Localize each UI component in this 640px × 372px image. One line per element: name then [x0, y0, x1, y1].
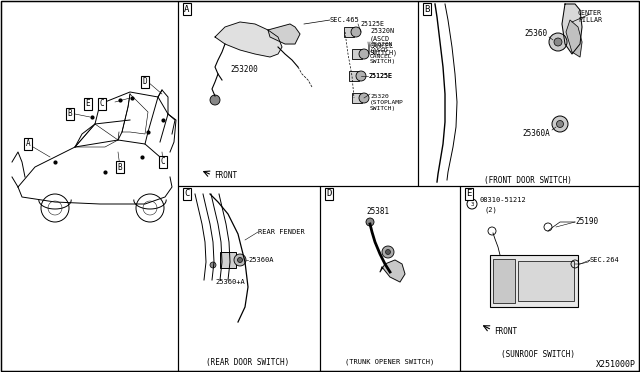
- Bar: [518, 261, 574, 301]
- Text: (SUNROOF SWITCH): (SUNROOF SWITCH): [501, 350, 575, 359]
- Bar: [352, 93, 362, 103]
- Text: CENTER
PILLAR: CENTER PILLAR: [578, 10, 602, 23]
- Circle shape: [554, 38, 562, 46]
- Text: 25320N
(ASCD
CANCEL
SWITCH): 25320N (ASCD CANCEL SWITCH): [370, 42, 396, 64]
- Text: 25360+A: 25360+A: [215, 279, 245, 285]
- Text: (REAR DOOR SWITCH): (REAR DOOR SWITCH): [206, 357, 290, 366]
- Text: C: C: [184, 189, 189, 199]
- Bar: [178, 186, 320, 371]
- Text: A: A: [184, 4, 189, 13]
- Bar: [352, 49, 362, 59]
- Bar: [1, 1, 178, 371]
- Text: E: E: [467, 189, 472, 199]
- Bar: [493, 259, 515, 303]
- Text: SEC.465: SEC.465: [330, 17, 360, 23]
- Circle shape: [549, 33, 567, 51]
- Text: REAR FENDER: REAR FENDER: [258, 229, 305, 235]
- Text: FRONT: FRONT: [214, 170, 237, 180]
- Bar: [460, 186, 639, 371]
- Text: 3: 3: [470, 202, 474, 206]
- Text: C: C: [161, 157, 165, 167]
- Circle shape: [234, 254, 246, 266]
- Circle shape: [557, 121, 563, 128]
- Text: 25320N
(ASCD
CANCEL
SWITCH): 25320N (ASCD CANCEL SWITCH): [370, 28, 398, 56]
- Text: SEC.264: SEC.264: [590, 257, 620, 263]
- Text: D: D: [326, 189, 332, 199]
- Text: (TRUNK OPENER SWITCH): (TRUNK OPENER SWITCH): [346, 359, 435, 365]
- Circle shape: [210, 95, 220, 105]
- Text: FRONT: FRONT: [494, 327, 517, 337]
- Text: B: B: [424, 4, 429, 13]
- Polygon shape: [566, 20, 582, 57]
- Circle shape: [356, 71, 366, 81]
- Circle shape: [382, 246, 394, 258]
- Text: (2): (2): [484, 207, 497, 213]
- Text: E: E: [86, 99, 90, 109]
- Text: 25360: 25360: [525, 29, 548, 38]
- Circle shape: [359, 93, 369, 103]
- Text: D: D: [143, 77, 147, 87]
- Bar: [220, 252, 236, 268]
- Text: B: B: [118, 163, 122, 171]
- Text: 25190: 25190: [575, 218, 598, 227]
- Bar: [320, 186, 460, 371]
- Bar: [490, 255, 578, 307]
- Circle shape: [552, 116, 568, 132]
- Text: 25360A: 25360A: [522, 129, 550, 138]
- Polygon shape: [268, 24, 300, 44]
- Text: 25320
(STOPLAMP
SWITCH): 25320 (STOPLAMP SWITCH): [370, 94, 404, 110]
- Bar: [178, 1, 418, 186]
- Circle shape: [210, 262, 216, 268]
- Bar: [418, 1, 639, 186]
- Text: 08310-51212: 08310-51212: [479, 197, 525, 203]
- Circle shape: [359, 49, 369, 59]
- Text: 25125E: 25125E: [368, 73, 392, 79]
- Bar: [349, 71, 359, 81]
- Circle shape: [351, 27, 361, 37]
- Text: 25125E: 25125E: [360, 21, 384, 27]
- Text: 25381: 25381: [367, 208, 390, 217]
- Text: 253200: 253200: [230, 65, 258, 74]
- Polygon shape: [380, 260, 405, 282]
- Text: X251000P: X251000P: [596, 360, 636, 369]
- Text: B: B: [68, 109, 72, 119]
- Text: A: A: [26, 140, 30, 148]
- Text: (FRONT DOOR SWITCH): (FRONT DOOR SWITCH): [484, 176, 572, 186]
- Circle shape: [237, 257, 243, 263]
- Text: 25125E: 25125E: [368, 73, 392, 79]
- Circle shape: [366, 218, 374, 226]
- Text: 25360A: 25360A: [248, 257, 273, 263]
- Circle shape: [385, 250, 390, 254]
- Polygon shape: [215, 22, 282, 57]
- Polygon shape: [562, 4, 582, 54]
- Bar: [344, 27, 354, 37]
- Text: C: C: [100, 99, 104, 109]
